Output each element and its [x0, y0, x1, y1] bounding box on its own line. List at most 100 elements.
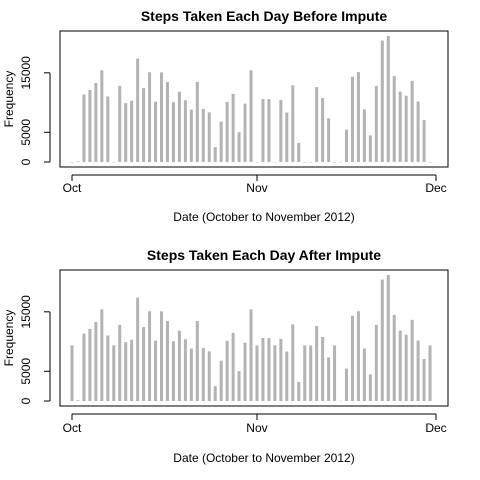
bar: [315, 87, 319, 162]
bar: [315, 326, 319, 401]
bar: [124, 103, 128, 162]
y-tick-label: 15000: [19, 56, 33, 90]
bar: [207, 112, 211, 162]
bar: [291, 85, 295, 162]
bar: [243, 103, 247, 162]
x-axis: Oct Nov Dec Date (October to November 2012): [63, 413, 447, 465]
bar: [130, 100, 134, 162]
x-tick-label: Dec: [425, 421, 446, 435]
bar: [422, 120, 426, 162]
bar: [398, 330, 402, 401]
bar: [273, 345, 277, 401]
bar: [82, 333, 86, 401]
x-tick-label: Nov: [246, 421, 267, 435]
bar: [142, 327, 146, 401]
bar: [82, 94, 86, 162]
bar: [374, 324, 378, 401]
bar: [171, 102, 175, 162]
bar: [76, 161, 80, 162]
x-tick-label: Oct: [63, 421, 82, 435]
x-tick-label: Nov: [246, 181, 267, 195]
bar: [416, 340, 420, 401]
bar: [94, 82, 98, 162]
bar: [124, 342, 128, 401]
bar: [231, 93, 235, 162]
bar: [416, 101, 420, 162]
bar: [195, 320, 199, 401]
bar: [118, 324, 122, 401]
bar: [368, 374, 372, 401]
bar: [201, 347, 205, 401]
x-tick-label: Dec: [425, 181, 446, 195]
bar: [350, 315, 354, 401]
bar: [171, 341, 175, 401]
y-axis-label: Frequency: [2, 310, 16, 367]
bars: [70, 275, 432, 402]
bar: [327, 118, 331, 162]
bar: [267, 99, 271, 162]
bar: [201, 108, 205, 162]
bar: [285, 351, 289, 401]
bar: [297, 381, 301, 401]
y-tick-label: 5000: [19, 358, 33, 385]
bar: [189, 109, 193, 162]
bar: [410, 319, 414, 401]
plot-frame: [59, 269, 449, 407]
bar: [177, 91, 181, 162]
bar: [327, 357, 331, 401]
bar: [350, 76, 354, 162]
x-tick-label: Oct: [63, 181, 82, 195]
bar: [422, 359, 426, 401]
bar: [291, 324, 295, 401]
bar: [142, 88, 146, 162]
bar: [362, 348, 366, 401]
bar: [136, 297, 140, 401]
bar: [285, 112, 289, 162]
bar: [100, 70, 104, 162]
bar: [386, 275, 390, 401]
bar: [231, 332, 235, 401]
bar: [130, 339, 134, 401]
bar: [303, 345, 307, 401]
bar: [183, 100, 187, 162]
bar: [321, 337, 325, 401]
bar: [100, 309, 104, 401]
y-tick-label: 15000: [19, 295, 33, 329]
bar: [380, 40, 384, 162]
bar: [237, 371, 241, 401]
bar: [195, 81, 199, 162]
bar: [392, 314, 396, 401]
bar: [88, 89, 92, 162]
bar: [154, 101, 158, 162]
bar: [225, 101, 229, 162]
bar: [386, 36, 390, 162]
bar: [183, 339, 187, 401]
bar: [309, 345, 313, 401]
bar: [267, 338, 271, 401]
bar: [356, 72, 360, 162]
bar: [380, 279, 384, 401]
bar: [243, 342, 247, 401]
bar: [76, 400, 80, 401]
bar: [106, 335, 110, 401]
bar: [106, 96, 110, 162]
bar: [297, 142, 301, 162]
bar: [213, 386, 217, 401]
bar: [148, 311, 152, 401]
chart-2: Steps Taken Each Day After Impute 0 5000 15…: [2, 247, 449, 465]
bar: [219, 121, 223, 162]
plot-frame: [59, 30, 449, 168]
bar: [70, 345, 74, 401]
bar: [261, 98, 265, 162]
chart-title: Steps Taken Each Day After Impute: [147, 247, 381, 263]
bar: [321, 98, 325, 162]
bar: [160, 72, 164, 162]
bar: [362, 109, 366, 162]
y-tick-label: 0: [19, 158, 33, 165]
bar: [165, 82, 169, 162]
bar: [428, 345, 432, 401]
bar: [279, 99, 283, 162]
